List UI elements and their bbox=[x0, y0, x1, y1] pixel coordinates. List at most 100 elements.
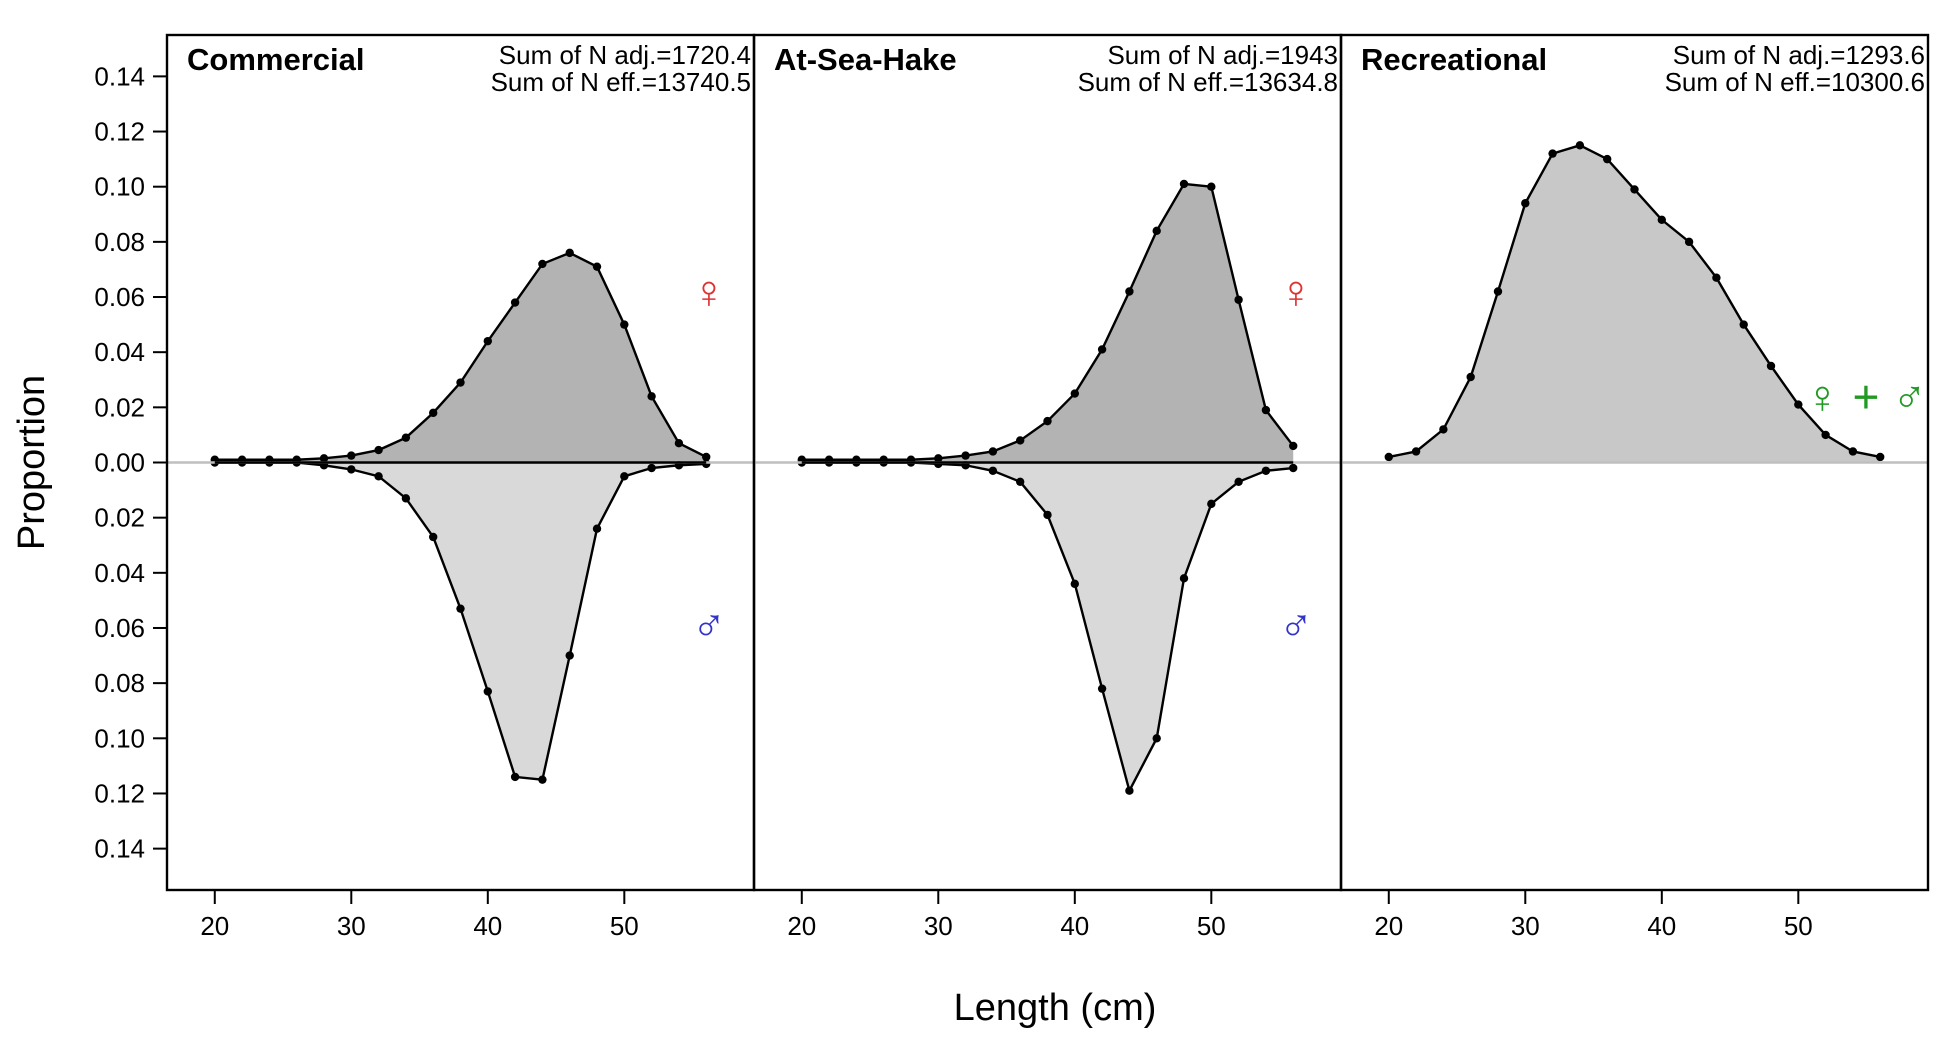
male-data-point bbox=[620, 472, 629, 481]
x-tick-label: 50 bbox=[610, 911, 639, 941]
x-tick-label: 40 bbox=[473, 911, 502, 941]
male-data-point bbox=[1289, 463, 1298, 473]
combined-data-point bbox=[1766, 361, 1776, 371]
x-tick-label: 30 bbox=[1511, 911, 1540, 941]
combined-data-point bbox=[1684, 237, 1694, 247]
panel-title: Commercial bbox=[187, 42, 364, 77]
combined-data-point bbox=[1493, 287, 1503, 296]
x-tick-label: 40 bbox=[1060, 911, 1089, 941]
female-data-point bbox=[538, 259, 547, 269]
female-data-point bbox=[1261, 405, 1271, 415]
male-data-point bbox=[428, 532, 438, 542]
male-data-point bbox=[347, 465, 356, 474]
y-tick-label: 0.14 bbox=[94, 834, 145, 864]
y-tick-label: 0.06 bbox=[94, 613, 145, 643]
male-data-point bbox=[1207, 499, 1216, 509]
female-data-point bbox=[1097, 345, 1107, 354]
combined-data-point bbox=[1630, 185, 1639, 194]
male-data-point bbox=[1070, 579, 1080, 589]
combined-data-point bbox=[1657, 215, 1667, 224]
male-data-point bbox=[1152, 734, 1161, 743]
panel-title: At-Sea-Hake bbox=[774, 42, 957, 77]
male-data-point bbox=[538, 775, 547, 784]
y-tick-label: 0.08 bbox=[94, 227, 145, 257]
y-tick-label: 0.14 bbox=[94, 61, 145, 91]
female-data-point bbox=[647, 392, 656, 401]
panel-frame bbox=[1339, 33, 1930, 892]
y-tick-label: 0.04 bbox=[94, 337, 145, 367]
female-data-point bbox=[674, 438, 684, 448]
male-area-fill bbox=[214, 462, 707, 780]
male-sex-symbol: ♂ bbox=[692, 599, 727, 651]
panel-sum-n-eff: Sum of N eff.=13740.5 bbox=[491, 67, 751, 97]
combined-data-point bbox=[1466, 372, 1475, 382]
y-tick-label: 0.10 bbox=[94, 723, 145, 753]
combined-data-point bbox=[1602, 154, 1612, 164]
female-data-point bbox=[620, 320, 629, 329]
female-data-point bbox=[988, 447, 998, 456]
male-data-point bbox=[988, 466, 998, 475]
y-tick-label: 0.00 bbox=[94, 448, 145, 478]
male-data-point bbox=[565, 651, 574, 660]
female-data-point bbox=[1234, 295, 1243, 304]
female-data-point bbox=[401, 433, 411, 442]
panel-sum-n-adj: Sum of N adj.=1720.4 bbox=[499, 40, 751, 70]
combined-data-point bbox=[1384, 452, 1393, 462]
combined-data-point bbox=[1739, 320, 1748, 329]
panel-sum-n-eff: Sum of N eff.=13634.8 bbox=[1078, 67, 1338, 97]
female-data-point bbox=[592, 262, 602, 271]
female-area-fill bbox=[214, 252, 707, 463]
x-tick-label: 20 bbox=[787, 911, 816, 941]
x-tick-label: 40 bbox=[1647, 911, 1676, 941]
combined-data-point bbox=[1712, 273, 1721, 282]
male-data-point bbox=[456, 604, 465, 613]
y-tick-label: 0.10 bbox=[94, 172, 145, 202]
male-data-point bbox=[1015, 477, 1025, 487]
male-data-point bbox=[510, 772, 520, 782]
male-data-point bbox=[401, 494, 411, 503]
male-data-point bbox=[483, 687, 493, 696]
female-data-point bbox=[428, 408, 438, 418]
combined-data-point bbox=[1848, 447, 1858, 456]
y-tick-label: 0.02 bbox=[94, 392, 145, 422]
male-sex-symbol: ♂ bbox=[1279, 599, 1314, 651]
combined-sex-symbol: ♀ + ♂ bbox=[1805, 370, 1926, 422]
y-tick-label: 0.08 bbox=[94, 668, 145, 698]
male-data-point bbox=[1125, 786, 1134, 795]
y-tick-label: 0.04 bbox=[94, 558, 145, 588]
x-tick-label: 20 bbox=[200, 911, 229, 941]
female-data-point bbox=[510, 298, 520, 307]
female-data-point bbox=[483, 336, 493, 346]
female-area-fill bbox=[801, 183, 1294, 463]
panel-sum-n-adj: Sum of N adj.=1293.6 bbox=[1673, 40, 1925, 70]
combined-data-point bbox=[1575, 141, 1585, 150]
combined-area-fill bbox=[1388, 145, 1881, 463]
combined-data-point bbox=[1521, 199, 1530, 208]
female-data-point bbox=[1179, 179, 1189, 189]
x-tick-label: 50 bbox=[1784, 911, 1813, 941]
male-data-point bbox=[702, 459, 711, 469]
combined-data-point bbox=[1411, 447, 1421, 456]
male-data-point bbox=[374, 472, 383, 481]
y-tick-label: 0.06 bbox=[94, 282, 145, 312]
male-data-point bbox=[1261, 466, 1271, 475]
female-data-point bbox=[1125, 287, 1134, 296]
female-sex-symbol: ♀ bbox=[1279, 266, 1314, 318]
male-data-point bbox=[1097, 684, 1107, 693]
y-tick-label: 0.02 bbox=[94, 503, 145, 533]
combined-data-point bbox=[1876, 452, 1885, 462]
female-data-point bbox=[347, 451, 356, 460]
x-tick-label: 50 bbox=[1197, 911, 1226, 941]
female-data-point bbox=[565, 248, 574, 258]
panel-sum-n-adj: Sum of N adj.=1943 bbox=[1107, 40, 1338, 70]
female-data-point bbox=[374, 445, 383, 455]
combined-data-point bbox=[1548, 149, 1557, 158]
female-data-point bbox=[1207, 182, 1216, 191]
x-tick-label: 30 bbox=[924, 911, 953, 941]
male-area-fill bbox=[801, 462, 1294, 791]
male-data-point bbox=[934, 459, 943, 469]
x-tick-label: 20 bbox=[1374, 911, 1403, 941]
combined-data-point bbox=[1794, 400, 1803, 409]
female-data-point bbox=[961, 451, 970, 460]
female-data-point bbox=[1289, 441, 1298, 451]
